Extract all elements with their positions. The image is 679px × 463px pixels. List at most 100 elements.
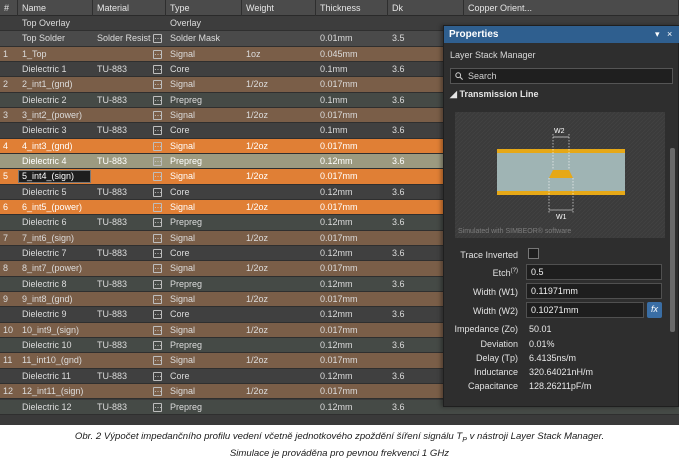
material-picker-button[interactable]: ⋯ [151, 93, 164, 108]
column-header-thickness[interactable]: Thickness [316, 0, 388, 16]
layer-weight [242, 400, 316, 415]
column-header-copper-orientation[interactable]: Copper Orient... [464, 0, 679, 16]
column-header-number[interactable]: # [0, 0, 18, 16]
ellipsis-icon[interactable]: ⋯ [153, 80, 162, 90]
material-picker-button[interactable]: ⋯ [151, 123, 164, 138]
layer-name[interactable]: Top Overlay [22, 18, 71, 28]
layer-name[interactable]: Dielectric 9 [22, 309, 67, 320]
ellipsis-icon[interactable]: ⋯ [153, 49, 162, 59]
layer-name[interactable]: Dielectric 4 [22, 156, 67, 167]
ellipsis-icon[interactable]: ⋯ [153, 310, 162, 320]
material-picker-button[interactable]: ⋯ [151, 215, 164, 230]
trace-inverted-checkbox[interactable] [528, 248, 539, 259]
material-picker-button[interactable]: ⋯ [151, 169, 164, 184]
material-picker-button[interactable]: ⋯ [151, 307, 164, 322]
w1-label: W1 [556, 214, 567, 221]
layer-name[interactable]: Dielectric 2 [22, 94, 67, 105]
etch-field[interactable]: 0.5 [526, 264, 662, 280]
material-picker-button[interactable]: ⋯ [151, 277, 164, 292]
column-header-weight[interactable]: Weight [242, 0, 316, 16]
ellipsis-icon[interactable]: ⋯ [153, 126, 162, 136]
material-picker-button[interactable]: ⋯ [151, 77, 164, 92]
ellipsis-icon[interactable]: ⋯ [153, 172, 162, 182]
fx-button[interactable]: fx [647, 302, 662, 318]
layer-name[interactable]: Dielectric 10 [22, 340, 72, 351]
material-picker-button[interactable]: ⋯ [151, 353, 164, 368]
column-header-type[interactable]: Type [166, 0, 242, 16]
layer-name[interactable]: 3_int2_(power) [22, 110, 83, 121]
layer-name[interactable]: 12_int11_(sign) [22, 386, 84, 397]
panel-menu-icon[interactable]: ▾ [655, 29, 660, 39]
layer-name[interactable]: Dielectric 11 [22, 370, 71, 381]
material-picker-button[interactable]: ⋯ [151, 338, 164, 353]
material-picker-button[interactable]: ⋯ [151, 200, 164, 215]
ellipsis-icon[interactable]: ⋯ [153, 356, 162, 366]
layer-name[interactable]: 4_int3_(gnd) [22, 140, 73, 151]
material-picker-button[interactable]: ⋯ [151, 292, 164, 307]
ellipsis-icon[interactable]: ⋯ [153, 218, 162, 228]
layer-name[interactable]: 11_int10_(gnd) [22, 355, 82, 366]
ellipsis-icon[interactable]: ⋯ [153, 264, 162, 274]
ellipsis-icon[interactable]: ⋯ [153, 341, 162, 351]
material-picker-button[interactable]: ⋯ [151, 62, 164, 77]
material-picker-button[interactable]: ⋯ [151, 323, 164, 338]
layer-name[interactable]: 6_int5_(power) [22, 202, 83, 213]
layer-name[interactable]: Dielectric 5 [22, 186, 67, 197]
layer-name[interactable]: Dielectric 6 [22, 217, 67, 228]
column-header-name[interactable]: Name [18, 0, 93, 16]
width-w2-field[interactable]: 0.10271mm [526, 302, 644, 318]
layer-name[interactable]: Dielectric 7 [22, 248, 67, 259]
section-transmission-line[interactable]: ◢ Transmission Line [450, 89, 538, 100]
ellipsis-icon[interactable]: ⋯ [153, 325, 162, 335]
layer-name[interactable]: Dielectric 8 [22, 278, 67, 289]
ellipsis-icon[interactable]: ⋯ [153, 387, 162, 397]
layer-name[interactable]: Dielectric 12 [22, 401, 72, 412]
panel-scrollbar[interactable] [670, 148, 675, 332]
material-picker-button[interactable] [151, 16, 164, 31]
search-input[interactable]: Search [450, 68, 673, 84]
layer-name[interactable]: 8_int7_(power) [22, 263, 83, 274]
material-picker-button[interactable]: ⋯ [151, 369, 164, 384]
ellipsis-icon[interactable]: ⋯ [153, 141, 162, 151]
material-picker-button[interactable]: ⋯ [151, 261, 164, 276]
material-picker-button[interactable]: ⋯ [151, 31, 164, 46]
layer-name[interactable]: Dielectric 1 [22, 64, 67, 75]
ellipsis-icon[interactable]: ⋯ [153, 233, 162, 243]
material-picker-button[interactable]: ⋯ [151, 384, 164, 399]
ellipsis-icon[interactable]: ⋯ [153, 65, 162, 75]
ellipsis-icon[interactable]: ⋯ [153, 295, 162, 305]
material-picker-button[interactable]: ⋯ [151, 139, 164, 154]
ellipsis-icon[interactable]: ⋯ [153, 34, 162, 44]
material-picker-button[interactable]: ⋯ [151, 246, 164, 261]
layer-name[interactable]: Top Solder [22, 33, 66, 44]
ellipsis-icon[interactable]: ⋯ [153, 371, 162, 381]
layer-name[interactable]: 10_int9_(sign) [22, 324, 80, 335]
ellipsis-icon[interactable]: ⋯ [153, 249, 162, 259]
layer-name[interactable]: 9_int8_(gnd) [22, 294, 73, 305]
column-header-material[interactable]: Material [93, 0, 166, 16]
layer-thickness [316, 16, 388, 31]
material-picker-button[interactable]: ⋯ [151, 154, 164, 169]
layer-number [0, 369, 18, 384]
ellipsis-icon[interactable]: ⋯ [153, 111, 162, 121]
ellipsis-icon[interactable]: ⋯ [153, 95, 162, 105]
material-picker-button[interactable]: ⋯ [151, 47, 164, 62]
layer-name[interactable]: 2_int1_(gnd) [22, 79, 73, 90]
material-picker-button[interactable]: ⋯ [151, 400, 164, 415]
ellipsis-icon[interactable]: ⋯ [153, 402, 162, 412]
layer-name[interactable]: 1_Top [22, 48, 47, 59]
layer-name[interactable]: Dielectric 3 [22, 125, 67, 136]
ellipsis-icon[interactable]: ⋯ [153, 279, 162, 289]
material-picker-button[interactable]: ⋯ [151, 185, 164, 200]
ellipsis-icon[interactable]: ⋯ [153, 187, 162, 197]
width-w1-field[interactable]: 0.11971mm [526, 283, 662, 299]
ellipsis-icon[interactable]: ⋯ [153, 157, 162, 167]
ellipsis-icon[interactable]: ⋯ [153, 203, 162, 213]
layer-name[interactable]: 5_int4_(sign) [18, 170, 91, 184]
layer-name[interactable]: 7_int6_(sign) [22, 232, 75, 243]
material-picker-button[interactable]: ⋯ [151, 231, 164, 246]
column-header-dk[interactable]: Dk [388, 0, 464, 16]
material-picker-button[interactable]: ⋯ [151, 108, 164, 123]
close-icon[interactable]: × [667, 29, 673, 39]
layer-dk: 3.6 [392, 278, 405, 289]
